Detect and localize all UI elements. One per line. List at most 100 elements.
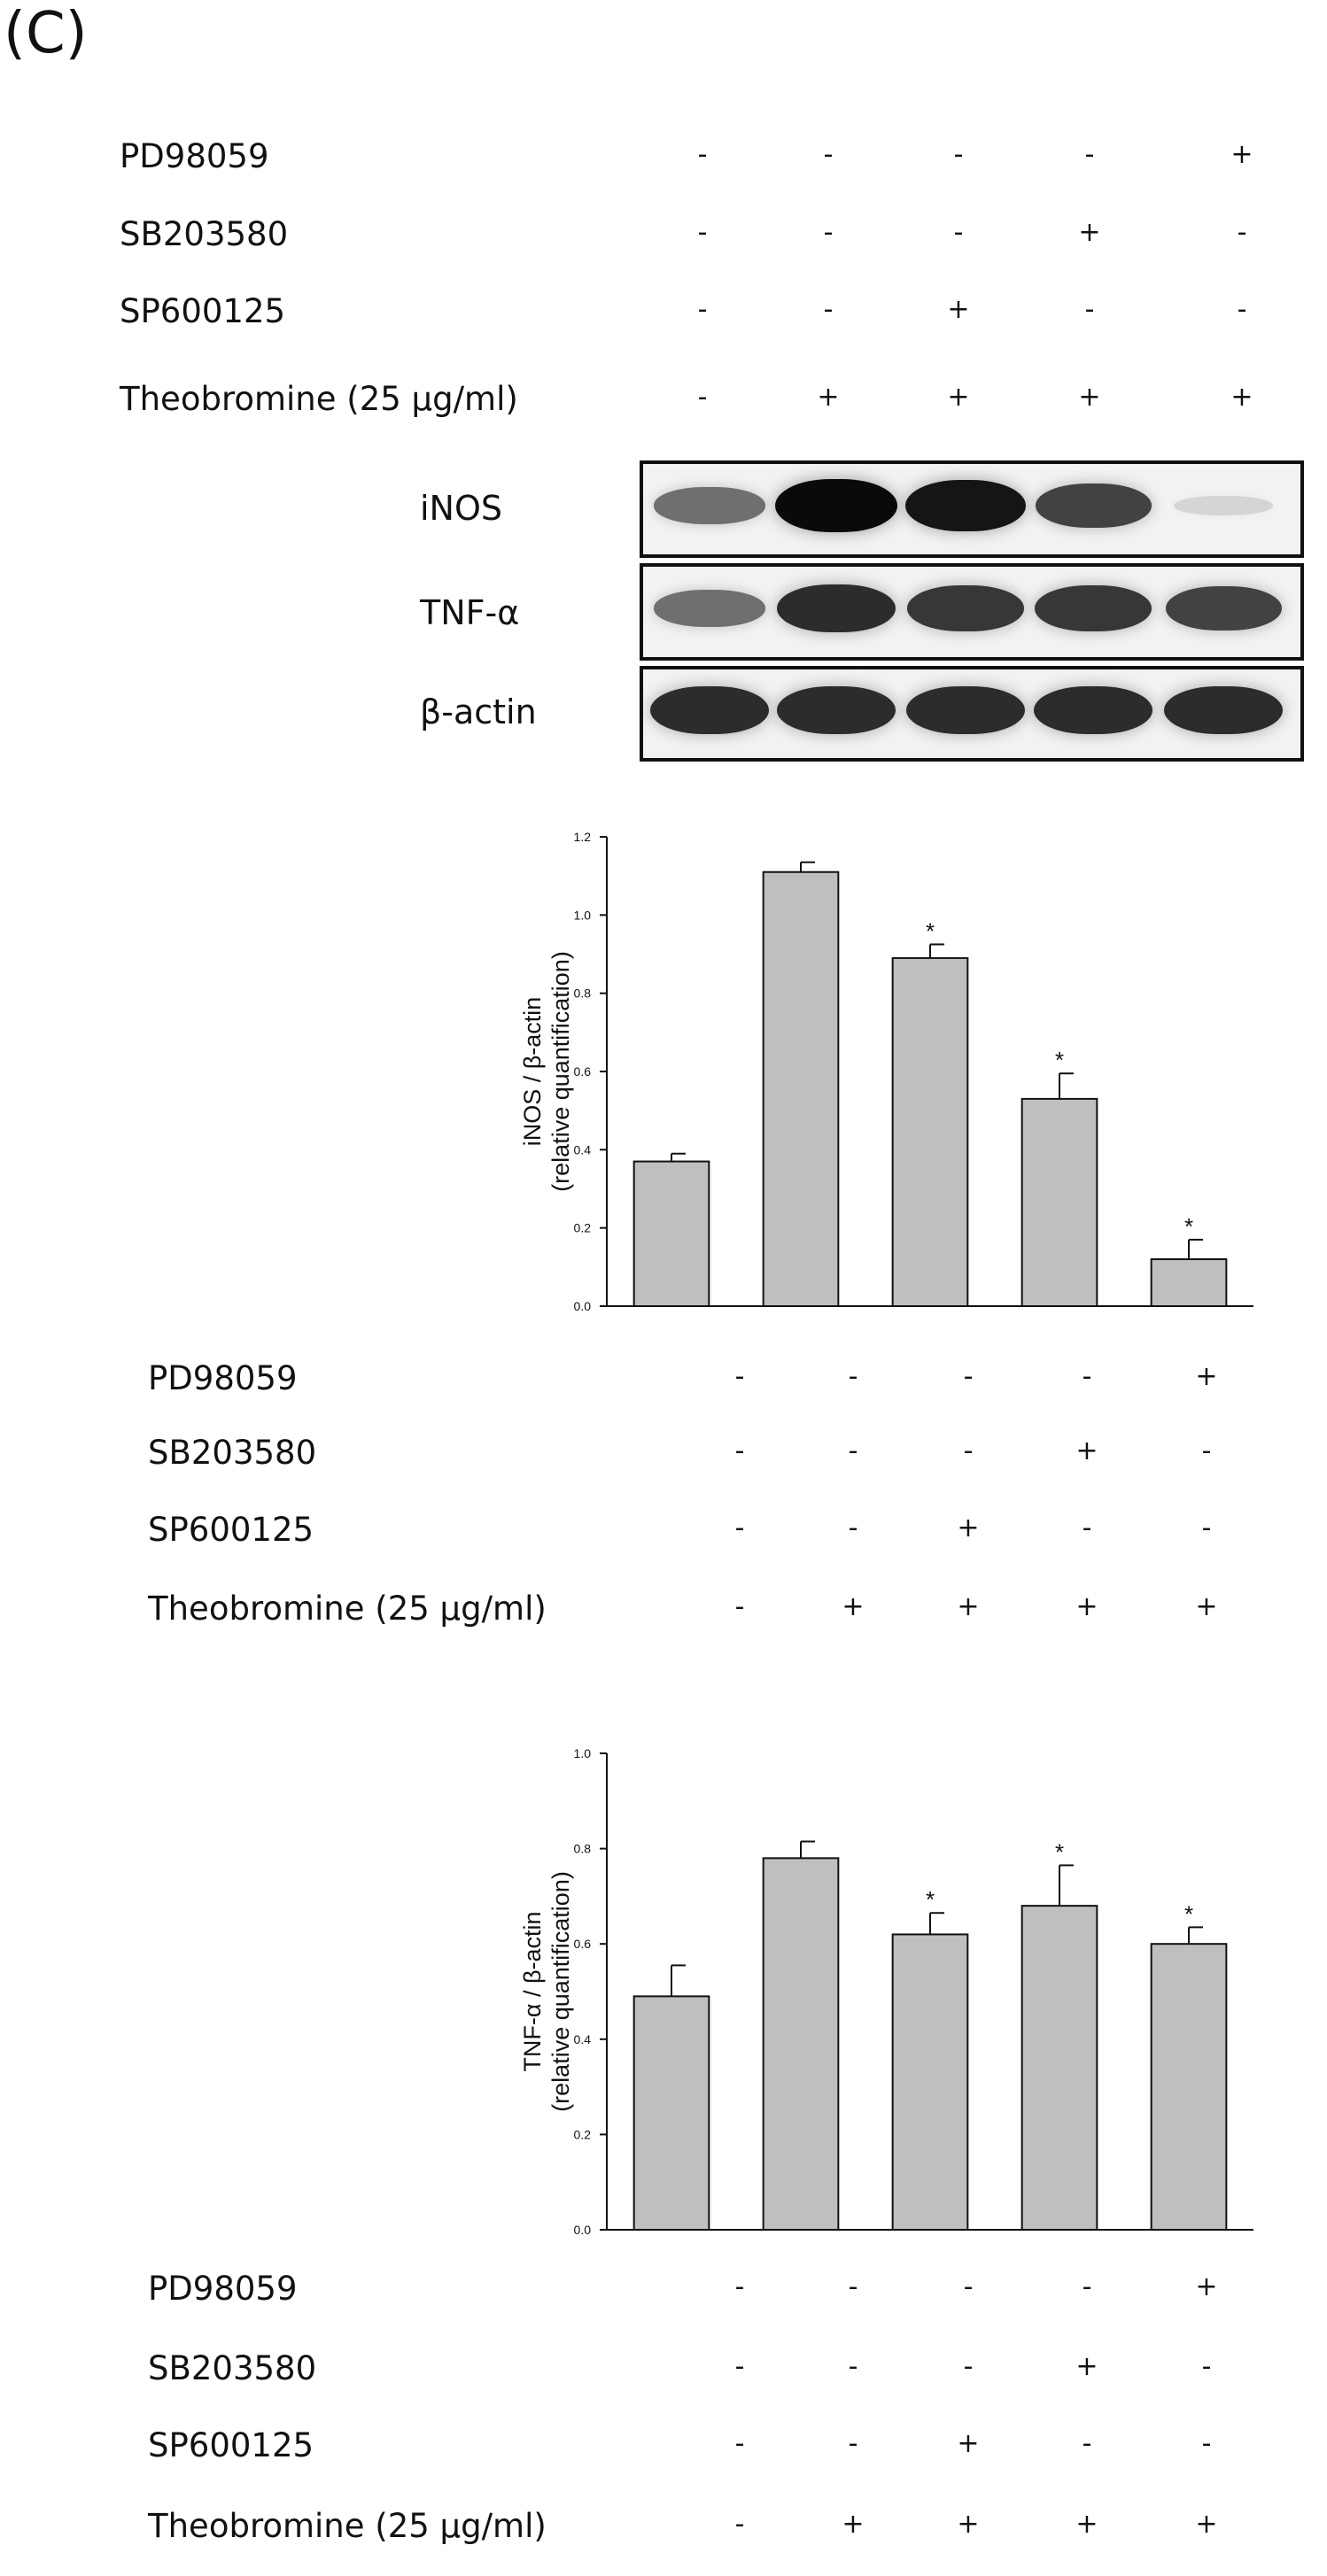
blot-table-row-label: SB203580 [120, 215, 289, 253]
y-tick-label: 0.0 [574, 2223, 592, 2237]
blot-band [1034, 585, 1152, 631]
significance-marker: * [926, 917, 935, 944]
chart2-table-sign: - [1082, 2271, 1092, 2302]
blot-table-sign: - [953, 217, 964, 248]
chart1-table-sign: - [963, 1361, 974, 1392]
bar [1150, 1943, 1228, 2231]
y-tick-label: 0.6 [574, 1064, 592, 1079]
blot-band [777, 584, 896, 632]
y-axis-label: TNF-α / β-actin [519, 1911, 546, 2071]
significance-marker: * [1184, 1900, 1193, 1927]
chart2-table-sign: + [1195, 2509, 1218, 2540]
chart1-table-sign: - [963, 1435, 974, 1466]
blot-table-sign: - [697, 382, 708, 413]
chart1-table-sign: + [842, 1591, 865, 1622]
bar [1020, 1905, 1098, 2231]
chart1-table-sign: - [848, 1512, 858, 1543]
chart2-table-sign: - [848, 2271, 858, 2302]
chart1-table-sign: + [957, 1512, 980, 1543]
blot-strip-inos [640, 460, 1304, 558]
bar [632, 1160, 710, 1308]
chart1-table-sign: - [734, 1512, 745, 1543]
blot-table-sign: + [817, 382, 840, 413]
blot-band [650, 686, 769, 734]
chart1-table-sign: - [734, 1361, 745, 1392]
y-tick-label: 0.6 [574, 1937, 592, 1951]
chart1-table-sign: - [734, 1591, 745, 1622]
y-axis-label: (relative quantification) [547, 951, 574, 1192]
chart1-table-sign: + [1195, 1591, 1218, 1622]
bar [632, 1995, 710, 2231]
chart2-table-sign: - [848, 2351, 858, 2382]
blot-band [1173, 495, 1274, 516]
blot-table-sign: + [1230, 139, 1253, 170]
chart1-table-sign: + [1195, 1361, 1218, 1392]
chart2-table-row-label: SB203580 [148, 2349, 317, 2387]
chart1-table-sign: - [848, 1361, 858, 1392]
chart2-table-sign: + [1195, 2271, 1218, 2302]
blot-table-sign: - [697, 294, 708, 325]
blot-table-sign: - [1084, 139, 1095, 170]
blot-band [906, 585, 1025, 631]
blot-strip-tnf [640, 563, 1304, 661]
y-axis-label: iNOS / β-actin [519, 997, 546, 1147]
blot-band [906, 686, 1025, 734]
blot-label-tnf: TNF-α [420, 593, 520, 632]
blot-table-sign: - [1084, 294, 1095, 325]
blot-band [654, 487, 765, 524]
chart2-table-sign: - [734, 2351, 745, 2382]
blot-strip-actin [640, 666, 1304, 762]
blot-band [1034, 686, 1152, 734]
chart1-table-sign: - [1082, 1361, 1092, 1392]
chart1-table-row-label: SB203580 [148, 1434, 317, 1472]
chart1-table-sign: - [734, 1435, 745, 1466]
chart1-table-sign: + [957, 1591, 980, 1622]
chart1-table-row-label: Theobromine (25 µg/ml) [148, 1590, 547, 1628]
blot-table-sign: - [697, 139, 708, 170]
blot-table-row-label: Theobromine (25 µg/ml) [120, 380, 518, 418]
chart2-table-row-label: Theobromine (25 µg/ml) [148, 2507, 547, 2545]
blot-band [777, 686, 896, 734]
blot-band [1164, 686, 1283, 734]
bar [1150, 1258, 1228, 1307]
chart1-table-sign: + [1075, 1435, 1098, 1466]
chart1-table-sign: - [1082, 1512, 1092, 1543]
chart2-table-sign: - [734, 2271, 745, 2302]
chart2-table-sign: + [842, 2509, 865, 2540]
blot-table-sign: - [697, 217, 708, 248]
chart2-table-row-label: SP600125 [148, 2426, 314, 2464]
chart2-table-sign: - [1201, 2351, 1212, 2382]
y-tick-label: 1.0 [574, 1746, 592, 1760]
chart1-table-row-label: SP600125 [148, 1511, 314, 1549]
blot-table-row-label: SP600125 [120, 292, 286, 330]
blot-table-sign: + [1078, 382, 1101, 413]
y-tick-label: 0.2 [574, 1221, 592, 1235]
bar [762, 870, 840, 1307]
y-tick-label: 0.0 [574, 1299, 592, 1313]
bar [1020, 1097, 1098, 1307]
blot-table-sign: - [953, 139, 964, 170]
chart1-table-sign: - [1201, 1512, 1212, 1543]
panel-label: (C) [4, 1, 88, 66]
bar [891, 1933, 969, 2231]
blot-table-sign: - [823, 294, 834, 325]
chart2-table-sign: + [1075, 2509, 1098, 2540]
chart2-table-sign: + [957, 2509, 980, 2540]
chart2-table-sign: - [1201, 2428, 1212, 2459]
blot-band [654, 590, 765, 627]
chart2-table-sign: - [848, 2428, 858, 2459]
blot-table-sign: - [1237, 217, 1247, 248]
blot-table-sign: + [1078, 217, 1101, 248]
blot-table-row-label: PD98059 [120, 137, 269, 175]
blot-table-sign: - [1237, 294, 1247, 325]
chart1-table-sign: - [848, 1435, 858, 1466]
tnf-bar-chart: 0.0 0.2 0.4 0.6 0.8 1.0 TNF-α / β-actin (relati… [519, 1746, 1253, 2237]
y-tick-label: 0.4 [574, 2032, 592, 2046]
y-tick-label: 0.8 [574, 986, 592, 1001]
blot-label-actin: β-actin [420, 692, 537, 731]
blot-label-inos: iNOS [420, 489, 503, 528]
chart2-table-sign: + [957, 2428, 980, 2459]
blot-band [1165, 586, 1282, 630]
bar [762, 1857, 840, 2232]
